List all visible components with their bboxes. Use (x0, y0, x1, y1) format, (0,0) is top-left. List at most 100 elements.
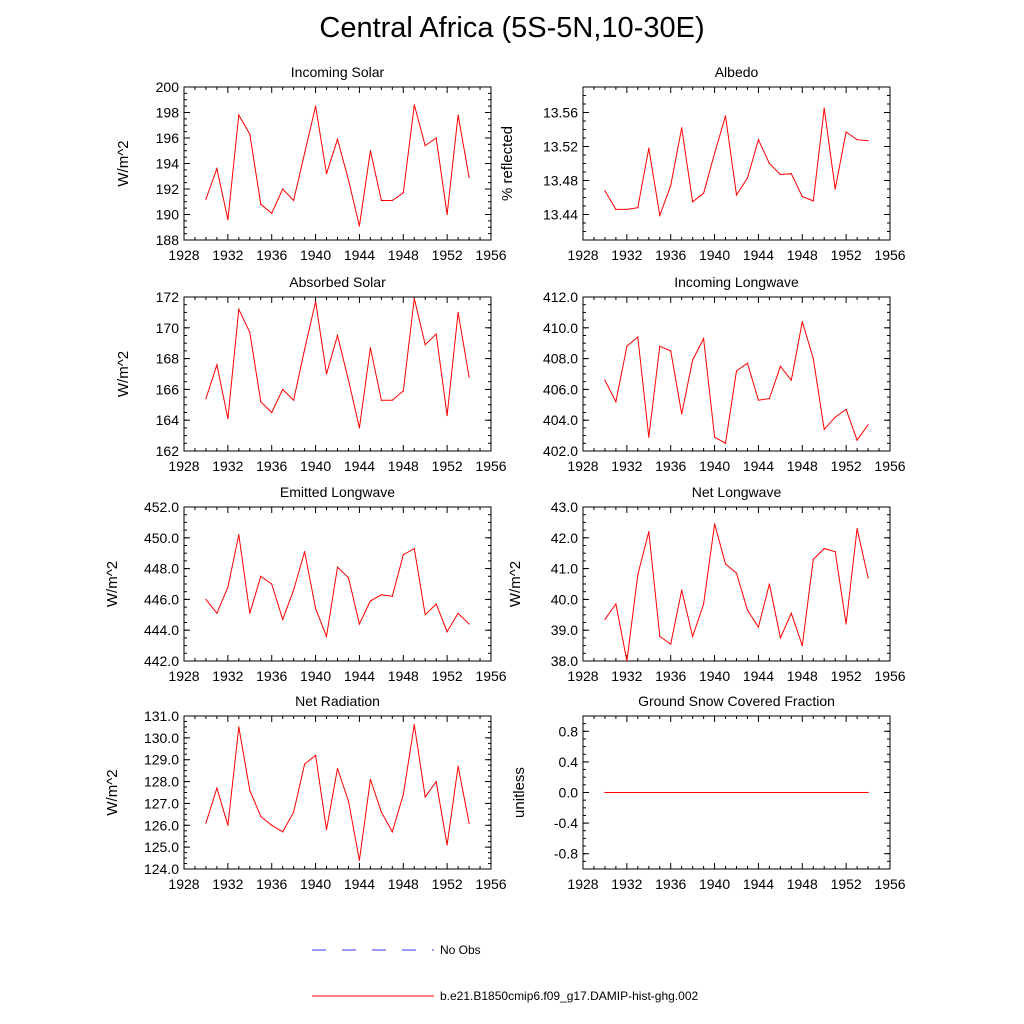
series-line (205, 724, 470, 861)
series-line (205, 534, 470, 639)
y-tick-label: 402.0 (543, 443, 578, 459)
y-tick-label: 0.8 (559, 723, 579, 739)
data-point (325, 373, 328, 375)
data-point (757, 139, 760, 141)
data-point (314, 301, 317, 303)
x-tick-label: 1948 (787, 668, 818, 684)
x-tick-label: 1952 (432, 876, 463, 892)
data-point (845, 623, 847, 625)
data-point (856, 439, 858, 441)
y-tick-label: 200 (156, 79, 180, 95)
x-tick-label: 1940 (699, 876, 730, 892)
y-tick-label: 130.0 (144, 730, 179, 746)
data-point (648, 436, 650, 438)
y-tick-label: 41.0 (551, 561, 578, 577)
y-tick-label: 131.0 (144, 708, 179, 724)
y-tick-label: 170 (156, 320, 180, 336)
data-point (238, 726, 240, 728)
data-point (304, 348, 306, 350)
data-point (823, 428, 825, 431)
data-point (681, 413, 683, 415)
data-point (435, 333, 437, 335)
x-tick-label: 1956 (475, 458, 506, 474)
data-point (249, 612, 251, 614)
figure-title: Central Africa (5S-5N,10-30E) (319, 12, 705, 44)
x-tick-label: 1928 (168, 458, 199, 474)
y-tick-label: 13.56 (543, 105, 578, 121)
data-point (358, 427, 361, 429)
data-point (369, 347, 371, 349)
data-point (746, 177, 749, 179)
y-tick-label: 164 (156, 412, 180, 428)
data-point (457, 311, 459, 313)
data-point (336, 767, 339, 770)
data-point (260, 575, 262, 577)
data-point (468, 376, 470, 378)
data-point (779, 173, 781, 176)
data-point (347, 379, 350, 381)
data-point (336, 334, 339, 337)
x-tick-label: 1928 (168, 247, 199, 263)
x-tick-label: 1952 (831, 458, 862, 474)
data-point (779, 365, 781, 367)
data-point (347, 179, 350, 181)
y-tick-label: 410.0 (543, 320, 578, 336)
data-point (205, 398, 207, 400)
plot-frame (183, 86, 492, 241)
y-tick-label: 0.0 (559, 785, 579, 801)
panel-title: Incoming Solar (291, 64, 385, 80)
plot-frame (183, 715, 492, 870)
data-point (227, 824, 229, 826)
y-axis-label: W/m^2 (115, 140, 132, 186)
x-tick-label: 1948 (388, 876, 419, 892)
x-tick-label: 1944 (743, 876, 774, 892)
y-tick-label: 450.0 (144, 530, 179, 546)
panel-title: Albedo (715, 64, 759, 80)
data-point (238, 534, 240, 536)
y-tick-label: 168 (156, 351, 180, 367)
data-point (304, 763, 306, 765)
data-point (604, 379, 606, 381)
data-point (637, 574, 639, 576)
panel-0: 1928 1932 1936 1940 1944 1948 1952 1956 188 190 19… (115, 64, 507, 263)
x-tick-label: 1948 (787, 458, 818, 474)
x-tick-label: 1940 (300, 247, 331, 263)
x-tick-label: 1952 (432, 668, 463, 684)
data-point (380, 811, 382, 813)
data-point (659, 635, 661, 637)
data-point (402, 390, 404, 392)
panel-3: 1928 1932 1936 1940 1944 1948 1952 1956 402.0 404… (543, 274, 906, 474)
data-point (790, 379, 792, 381)
x-tick-label: 1936 (256, 876, 287, 892)
panel-title: Ground Snow Covered Fraction (638, 693, 835, 709)
data-point (293, 199, 295, 202)
y-tick-label: 126.0 (144, 817, 179, 833)
plot-frame (183, 296, 492, 452)
data-point (336, 138, 339, 140)
data-point (325, 173, 328, 175)
data-point (713, 436, 716, 438)
data-point (424, 796, 426, 798)
y-tick-label: 13.52 (543, 139, 578, 155)
series-line (604, 108, 869, 218)
x-tick-label: 1948 (388, 668, 419, 684)
y-tick-label: 162 (156, 443, 180, 459)
x-tick-label: 1956 (874, 458, 905, 474)
data-point (724, 115, 727, 117)
data-point (468, 623, 470, 625)
x-tick-label: 1948 (388, 247, 419, 263)
y-tick-label: 194 (156, 156, 180, 172)
data-point (790, 173, 792, 175)
data-point (703, 603, 705, 605)
data-point (402, 192, 404, 194)
y-tick-label: 406.0 (543, 381, 578, 397)
data-point (369, 600, 371, 602)
x-tick-label: 1944 (743, 247, 774, 263)
y-tick-label: 404.0 (543, 412, 578, 428)
y-axis-label: W/m^2 (115, 351, 132, 397)
x-tick-label: 1928 (168, 668, 199, 684)
data-point (391, 595, 393, 597)
legend: No Obs b.e21.B1850cmip6.f09_g17.DAMIP-his… (312, 943, 698, 1003)
data-point (812, 358, 814, 360)
data-point (790, 612, 792, 614)
